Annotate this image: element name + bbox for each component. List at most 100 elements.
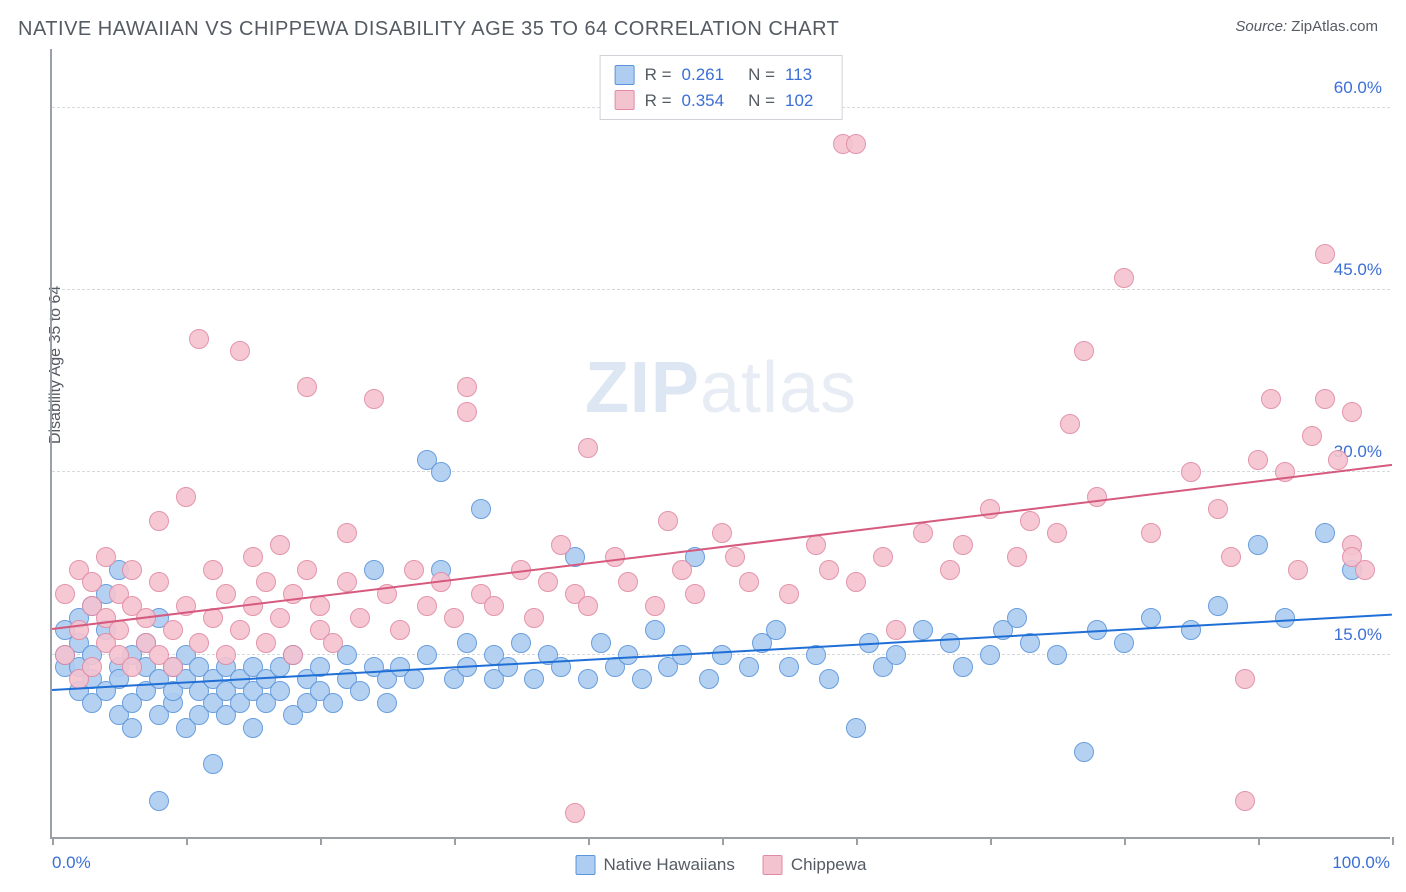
data-point-native_hawaiians [739, 657, 759, 677]
x-tick [856, 837, 858, 845]
x-tick [320, 837, 322, 845]
data-point-chippewa [1355, 560, 1375, 580]
data-point-chippewa [417, 596, 437, 616]
data-point-chippewa [230, 341, 250, 361]
data-point-native_hawaiians [149, 791, 169, 811]
y-tick-label: 15.0% [1334, 625, 1382, 645]
data-point-chippewa [685, 584, 705, 604]
data-point-chippewa [230, 620, 250, 640]
x-tick [588, 837, 590, 845]
data-point-chippewa [297, 377, 317, 397]
data-point-native_hawaiians [846, 718, 866, 738]
n-value: 102 [785, 88, 813, 114]
data-point-chippewa [846, 134, 866, 154]
data-point-chippewa [739, 572, 759, 592]
chart-title: NATIVE HAWAIIAN VS CHIPPEWA DISABILITY A… [18, 18, 839, 41]
data-point-chippewa [1087, 487, 1107, 507]
data-point-chippewa [873, 547, 893, 567]
data-point-chippewa [189, 329, 209, 349]
data-point-chippewa [1328, 450, 1348, 470]
data-point-chippewa [1288, 560, 1308, 580]
data-point-chippewa [551, 535, 571, 555]
data-point-chippewa [1141, 523, 1161, 543]
series-name: Chippewa [791, 855, 867, 875]
data-point-chippewa [645, 596, 665, 616]
data-point-native_hawaiians [940, 633, 960, 653]
data-point-chippewa [109, 620, 129, 640]
data-point-native_hawaiians [431, 462, 451, 482]
data-point-chippewa [283, 645, 303, 665]
data-point-chippewa [1074, 341, 1094, 361]
data-point-chippewa [1221, 547, 1241, 567]
data-point-chippewa [149, 572, 169, 592]
data-point-native_hawaiians [632, 669, 652, 689]
x-tick [454, 837, 456, 845]
data-point-chippewa [565, 803, 585, 823]
data-point-chippewa [82, 657, 102, 677]
x-tick [722, 837, 724, 845]
data-point-chippewa [953, 535, 973, 555]
data-point-chippewa [122, 560, 142, 580]
series-legend-item: Native Hawaiians [576, 855, 735, 875]
data-point-native_hawaiians [779, 657, 799, 677]
r-label: R = [645, 62, 672, 88]
data-point-native_hawaiians [122, 718, 142, 738]
series-legend: Native Hawaiians Chippewa [576, 855, 867, 875]
data-point-chippewa [1181, 462, 1201, 482]
data-point-native_hawaiians [766, 620, 786, 640]
data-point-native_hawaiians [645, 620, 665, 640]
chart-container: Disability Age 35 to 64 ZIPatlas 15.0%30… [50, 49, 1390, 839]
data-point-chippewa [390, 620, 410, 640]
data-point-chippewa [163, 657, 183, 677]
trend-line-native_hawaiians [52, 614, 1392, 691]
data-point-chippewa [96, 547, 116, 567]
data-point-chippewa [1261, 389, 1281, 409]
data-point-chippewa [779, 584, 799, 604]
data-point-chippewa [122, 657, 142, 677]
data-point-native_hawaiians [364, 560, 384, 580]
n-label: N = [748, 62, 775, 88]
data-point-native_hawaiians [1074, 742, 1094, 762]
data-point-chippewa [310, 596, 330, 616]
correlation-legend: R =0.261N =113R =0.354N =102 [600, 55, 843, 120]
data-point-chippewa [1047, 523, 1067, 543]
data-point-chippewa [216, 645, 236, 665]
watermark-text: ZIPatlas [585, 347, 857, 429]
data-point-native_hawaiians [819, 669, 839, 689]
data-point-native_hawaiians [1181, 620, 1201, 640]
data-point-chippewa [176, 487, 196, 507]
y-tick-label: 60.0% [1334, 78, 1382, 98]
data-point-chippewa [913, 523, 933, 543]
data-point-chippewa [256, 572, 276, 592]
data-point-native_hawaiians [578, 669, 598, 689]
data-point-native_hawaiians [1141, 608, 1161, 628]
r-value: 0.261 [682, 62, 725, 88]
data-point-chippewa [1020, 511, 1040, 531]
plot-area: ZIPatlas 15.0%30.0%45.0%60.0%0.0%100.0%R… [50, 49, 1390, 839]
data-point-native_hawaiians [457, 633, 477, 653]
data-point-chippewa [538, 572, 558, 592]
data-point-chippewa [149, 511, 169, 531]
data-point-chippewa [1235, 669, 1255, 689]
n-label: N = [748, 88, 775, 114]
y-tick-label: 45.0% [1334, 260, 1382, 280]
x-tick [1258, 837, 1260, 845]
data-point-native_hawaiians [1114, 633, 1134, 653]
data-point-chippewa [270, 535, 290, 555]
legend-swatch [576, 855, 596, 875]
x-tick [186, 837, 188, 845]
data-point-chippewa [337, 523, 357, 543]
x-tick [990, 837, 992, 845]
correlation-legend-row: R =0.261N =113 [615, 62, 828, 88]
data-point-native_hawaiians [377, 693, 397, 713]
data-point-chippewa [203, 560, 223, 580]
data-point-chippewa [444, 608, 464, 628]
data-point-chippewa [1060, 414, 1080, 434]
source-label: Source: [1235, 18, 1287, 35]
data-point-chippewa [55, 645, 75, 665]
legend-swatch [615, 90, 635, 110]
data-point-native_hawaiians [270, 681, 290, 701]
data-point-chippewa [1302, 426, 1322, 446]
data-point-chippewa [270, 608, 290, 628]
data-point-chippewa [1208, 499, 1228, 519]
